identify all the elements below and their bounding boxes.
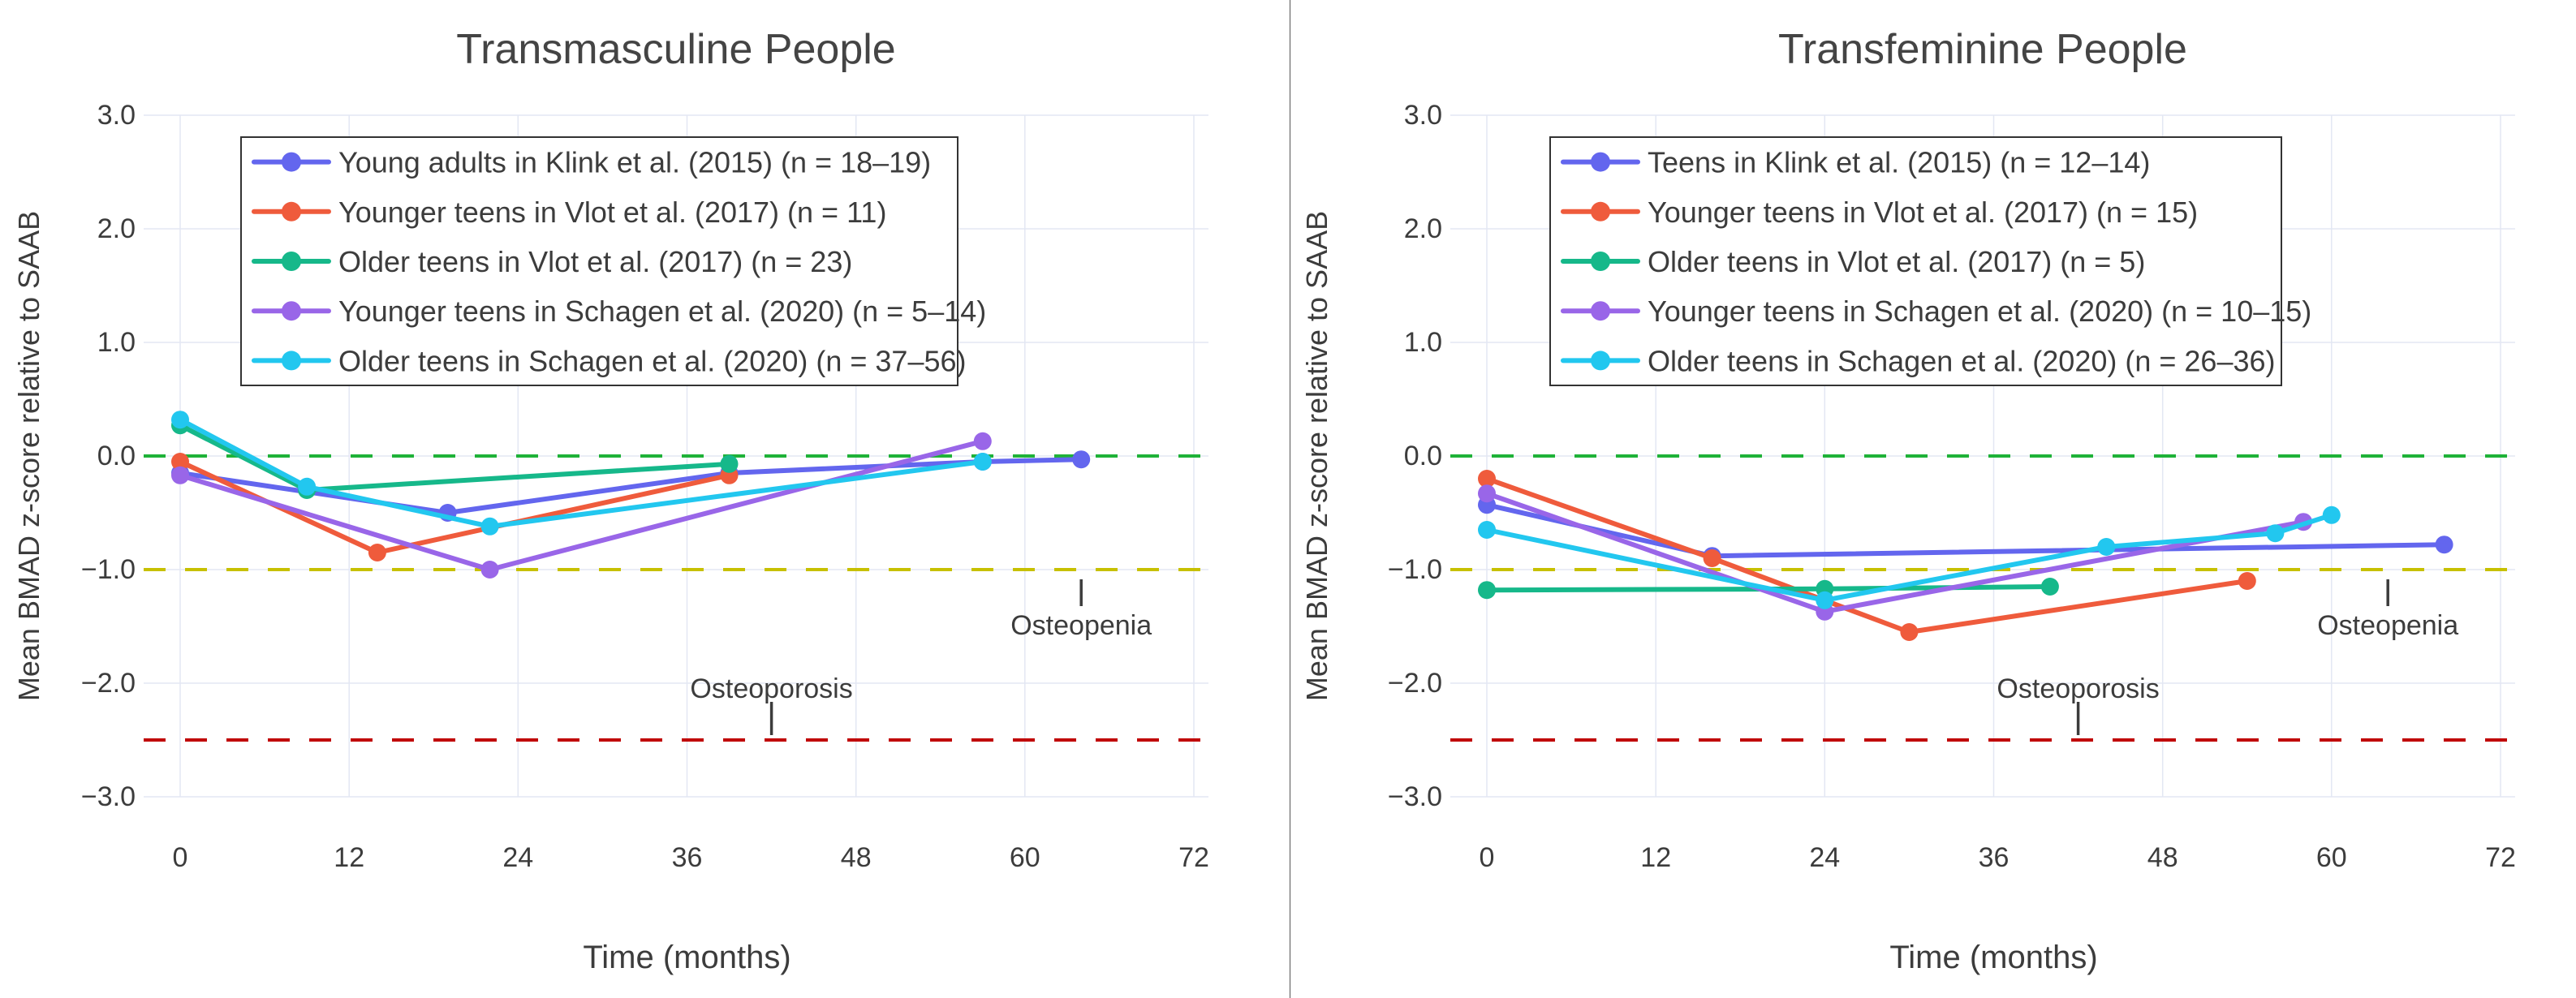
svg-text:Transmasculine People: Transmasculine People: [456, 26, 895, 73]
svg-text:0: 0: [173, 842, 188, 873]
svg-text:Time (months): Time (months): [583, 940, 790, 975]
svg-text:Osteopenia: Osteopenia: [2317, 610, 2458, 641]
svg-text:72: 72: [1178, 842, 1209, 873]
svg-text:36: 36: [672, 842, 703, 873]
svg-text:24: 24: [1809, 842, 1840, 873]
svg-text:−2.0: −2.0: [1388, 668, 1442, 699]
svg-text:48: 48: [841, 842, 872, 873]
svg-text:Osteopenia: Osteopenia: [1010, 610, 1152, 641]
svg-text:−1.0: −1.0: [81, 554, 136, 585]
svg-text:−1.0: −1.0: [1388, 554, 1442, 585]
svg-text:Osteoporosis: Osteoporosis: [690, 673, 852, 704]
svg-text:Young adults in Klink et al. (: Young adults in Klink et al. (2015) (n =…: [338, 146, 931, 179]
svg-text:−3.0: −3.0: [1388, 781, 1442, 812]
svg-text:Older teens in Schagen et al.: Older teens in Schagen et al. (2020) (n …: [338, 344, 967, 377]
svg-text:2.0: 2.0: [97, 213, 136, 244]
svg-text:2.0: 2.0: [1404, 213, 1442, 244]
svg-text:−3.0: −3.0: [81, 781, 136, 812]
svg-text:1.0: 1.0: [97, 327, 136, 358]
svg-text:3.0: 3.0: [97, 100, 136, 131]
svg-text:24: 24: [502, 842, 533, 873]
svg-text:60: 60: [2316, 842, 2347, 873]
svg-text:60: 60: [1010, 842, 1040, 873]
svg-text:Older teens in Schagen et al.: Older teens in Schagen et al. (2020) (n …: [1648, 344, 2276, 377]
svg-text:12: 12: [334, 842, 364, 873]
svg-text:12: 12: [1640, 842, 1671, 873]
svg-text:Older teens in Vlot et al. (20: Older teens in Vlot et al. (2017) (n = 5…: [1648, 245, 2145, 278]
svg-text:Younger teens in Vlot et al. (: Younger teens in Vlot et al. (2017) (n =…: [1648, 196, 2198, 229]
svg-text:−2.0: −2.0: [81, 668, 136, 699]
svg-text:Older teens in Vlot et al. (20: Older teens in Vlot et al. (2017) (n = 2…: [338, 245, 852, 278]
svg-text:48: 48: [2147, 842, 2178, 873]
svg-text:Younger teens in Schagen et al: Younger teens in Schagen et al. (2020) (…: [1648, 295, 2311, 328]
svg-text:Younger teens in Vlot et al. (: Younger teens in Vlot et al. (2017) (n =…: [338, 196, 886, 229]
svg-text:Transfeminine People: Transfeminine People: [1778, 26, 2187, 73]
svg-text:0.0: 0.0: [1404, 441, 1442, 471]
svg-text:Mean BMAD z-score relative to: Mean BMAD z-score relative to SAAB: [12, 211, 45, 701]
svg-text:Mean BMAD z-score relative to: Mean BMAD z-score relative to SAAB: [1300, 211, 1333, 701]
svg-text:0.0: 0.0: [97, 441, 136, 471]
svg-text:1.0: 1.0: [1404, 327, 1442, 358]
svg-text:0: 0: [1480, 842, 1495, 873]
svg-text:36: 36: [1979, 842, 2010, 873]
svg-text:3.0: 3.0: [1404, 100, 1442, 131]
svg-text:Teens in Klink et al. (2015) (: Teens in Klink et al. (2015) (n = 12–14): [1648, 146, 2150, 179]
svg-text:72: 72: [2485, 842, 2516, 873]
svg-text:Younger teens in Schagen et al: Younger teens in Schagen et al. (2020) (…: [338, 295, 986, 328]
svg-text:Time (months): Time (months): [1889, 940, 2097, 975]
svg-text:Osteoporosis: Osteoporosis: [1997, 673, 2159, 704]
